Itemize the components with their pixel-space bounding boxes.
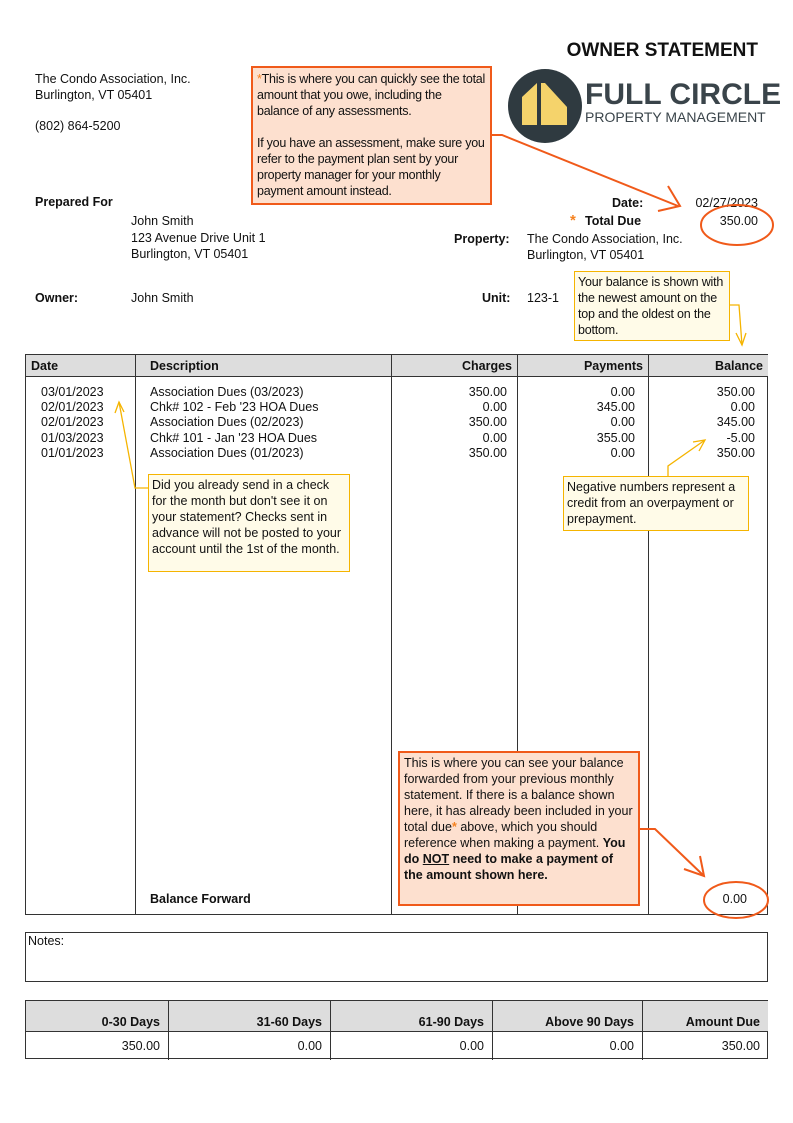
owner-value: John Smith [131,291,194,305]
balance-forward-value: 0.00 [722,892,747,906]
row-payments: 0.00 [610,385,635,399]
row-charges: 350.00 [468,415,507,430]
header-date: Date [26,355,135,377]
row-balance: 350.00 [716,445,755,460]
balance-forward-label: Balance Forward [150,892,251,906]
prepared-for-address2: Burlington, VT 05401 [131,247,249,261]
total-due-star: * [570,212,576,229]
company-phone: (802) 864-5200 [35,119,121,133]
arrowhead [657,185,682,212]
unit-label: Unit: [482,291,511,305]
aging-value: 0.00 [492,1032,642,1060]
row-balance: 350.00 [716,385,755,399]
row-description: Chk# 102 - Feb '23 HOA Dues [150,400,319,415]
transactions-table: Date Description Charges Payments Balanc… [25,354,768,915]
callout-bold: need to make a payment of the amount sho… [404,852,614,882]
row-payments: 0.00 [610,415,635,430]
row-balance: 0.00 [730,400,755,415]
row-description: Chk# 101 - Jan '23 HOA Dues [150,430,318,445]
property-line1: The Condo Association, Inc. [527,232,683,246]
row-payments: 355.00 [596,430,635,445]
notes-box: Notes: [25,932,768,982]
page-title: OWNER STATEMENT [566,40,758,61]
callout-text: This is where you can see your balance f… [404,756,633,834]
aging-value: 0.00 [168,1032,330,1060]
row-charges: 0.00 [482,400,507,415]
property-block: The Condo Association, Inc. Burlington, … [527,232,683,263]
arrow-balance-order [730,304,743,346]
header-description: Description [135,355,391,377]
callout-text: If you have an assessment, make sure you… [257,136,485,198]
date-value: 02/27/2023 [695,196,758,210]
negative-callout: Negative numbers represent a credit from… [563,476,749,531]
row-date: 03/01/2023 [41,385,104,399]
company-info: The Condo Association, Inc. Burlington, … [35,71,191,134]
unit-value: 123-1 [527,291,559,305]
property-line2: Burlington, VT 05401 [527,247,645,262]
owner-label: Owner: [35,291,79,305]
row-payments: 345.00 [596,400,635,415]
balance-column: 350.00 0.00 345.00 -5.00 350.00 [648,385,755,461]
aging-header: Above 90 Days [492,1001,642,1032]
property-label: Property: [454,232,510,246]
prepared-for-address1: 123 Avenue Drive Unit 1 [131,230,266,245]
charges-column: 350.00 0.00 350.00 0.00 350.00 [391,385,507,461]
row-description: Association Dues (01/2023) [150,445,304,460]
balance-order-callout: Your balance is shown with the newest am… [574,271,730,341]
prepared-for-block: John Smith 123 Avenue Drive Unit 1 Burli… [131,213,266,263]
header-payments: Payments [517,355,648,377]
aging-header: Amount Due [642,1001,768,1032]
aging-header: 0-30 Days [26,1001,168,1032]
row-payments: 0.00 [610,445,635,460]
header-charges: Charges [391,355,517,377]
row-charges: 350.00 [468,385,507,399]
logo: FULL CIRCLE PROPERTY MANAGEMENT [508,69,781,143]
callout-text: This is where you can quickly see the to… [257,72,486,118]
row-balance: -5.00 [726,430,756,445]
divider [517,355,518,914]
callout-text: above, which you should reference when m… [404,820,603,850]
aging-header: 61-90 Days [330,1001,492,1032]
callout-bold: You do [404,836,626,866]
row-date: 02/01/2023 [41,415,104,430]
row-description: Association Dues (02/2023) [150,415,304,430]
aging-header: 31-60 Days [168,1001,330,1032]
prepared-for-name: John Smith [131,214,194,228]
logo-tagline: PROPERTY MANAGEMENT [585,109,766,125]
aging-value: 350.00 [121,1039,160,1053]
date-label: Date: [612,196,644,210]
date-column: 03/01/2023 02/01/2023 02/01/2023 01/03/2023… [41,385,104,461]
row-balance: 345.00 [716,415,755,430]
aging-value: 350.00 [642,1032,768,1060]
payments-column: 0.00 345.00 0.00 355.00 0.00 [517,385,635,461]
prepared-for-label: Prepared For [35,195,113,209]
callout-star: * [257,72,262,86]
callout-star: * [451,820,457,834]
balance-forward-callout: This is where you can see your balance f… [398,751,640,906]
row-date: 01/03/2023 [41,430,104,445]
notes-label: Notes: [28,934,65,948]
logo-name: FULL CIRCLE [585,78,782,111]
total-due-value: 350.00 [719,214,758,228]
company-name: The Condo Association, Inc. [35,72,191,86]
arrowhead [735,332,747,347]
divider [391,355,392,914]
description-column: Association Dues (03/2023) Chk# 102 - Feb… [150,385,318,461]
row-charges: 350.00 [468,445,507,460]
aging-value: 0.00 [330,1032,492,1060]
row-description: Association Dues (03/2023) [150,385,304,399]
callout-bold: NOT [422,852,450,866]
row-charges: 0.00 [482,430,507,445]
total-due-label: Total Due [585,214,642,228]
divider [648,355,649,914]
header-balance: Balance [648,355,768,377]
logo-mark-icon [508,69,582,143]
total-due-callout: *This is where you can quickly see the t… [251,66,492,205]
row-date: 01/01/2023 [41,445,104,460]
company-city: Burlington, VT 05401 [35,88,153,102]
divider [135,355,136,914]
row-date: 02/01/2023 [41,400,104,415]
aging-table: 0-30 Days 31-60 Days 61-90 Days Above 90… [25,1000,768,1060]
checks-callout: Did you already send in a check for the … [148,474,350,572]
